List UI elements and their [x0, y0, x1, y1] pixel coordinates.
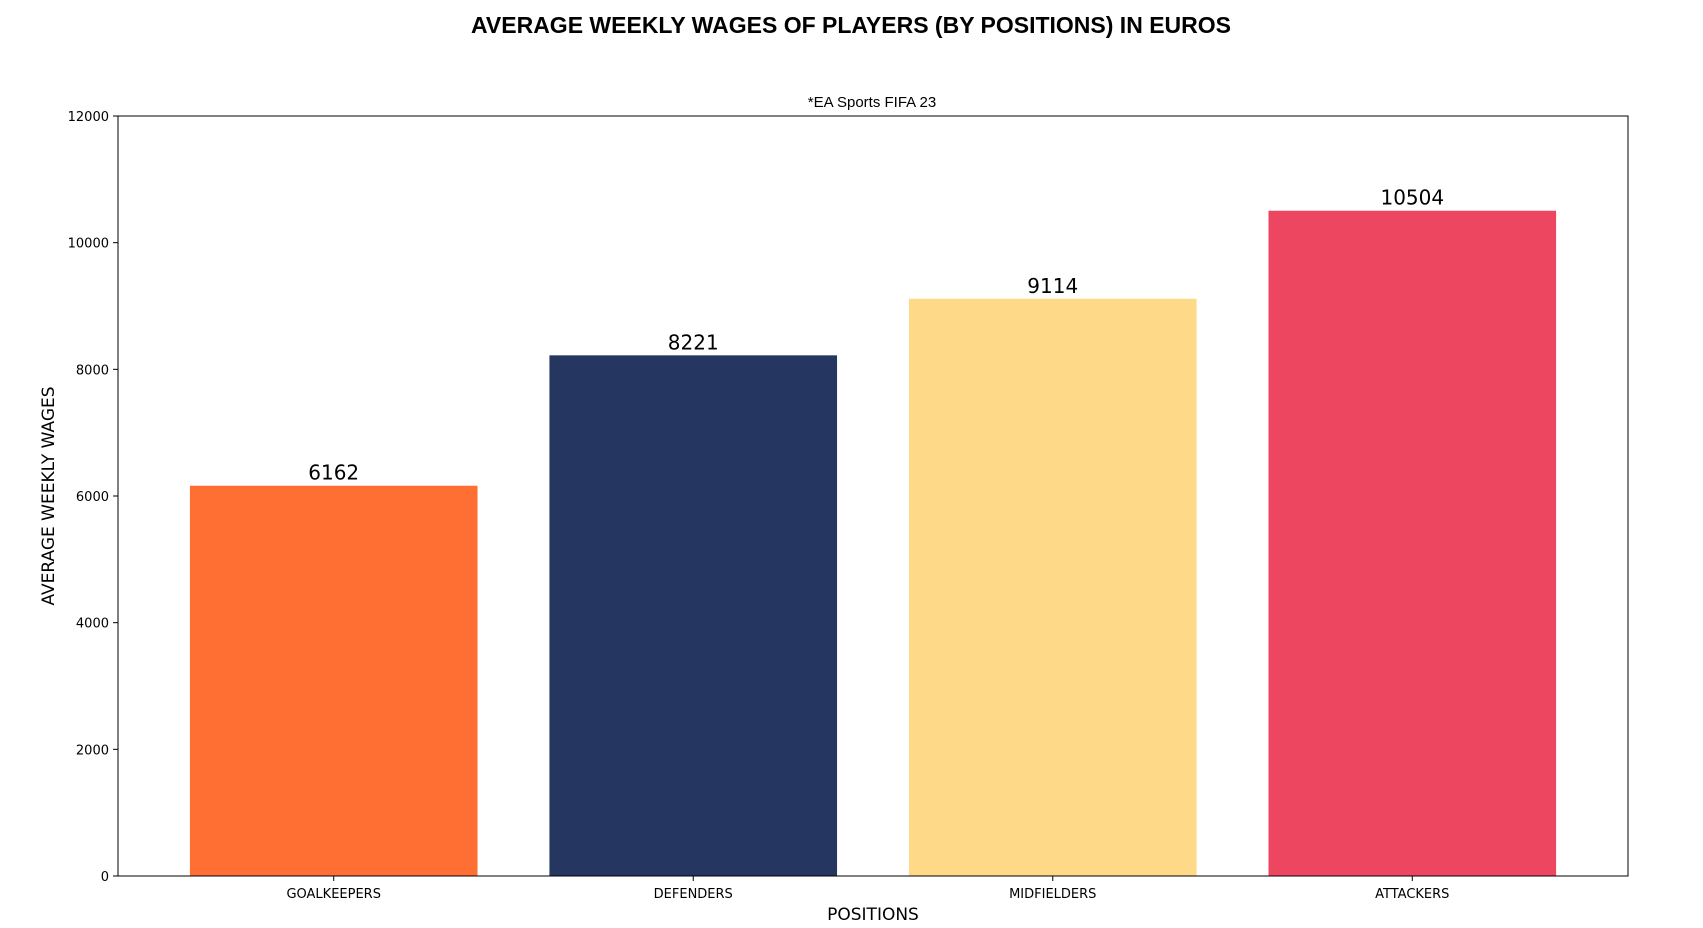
- data-label-midfielders: 9114: [1027, 274, 1078, 298]
- y-tick-label: 10000: [68, 237, 109, 252]
- bar-goalkeepers: [189, 485, 478, 876]
- y-tick-label: 12000: [68, 110, 109, 125]
- bar-attackers: [1268, 210, 1557, 876]
- data-label-goalkeepers: 6162: [308, 461, 359, 485]
- x-tick-label: DEFENDERS: [654, 887, 733, 902]
- y-tick-label: 6000: [76, 490, 109, 505]
- x-tick-label: MIDFIELDERS: [1009, 887, 1096, 902]
- y-axis-label: AVERAGE WEEKLY WAGES: [39, 386, 59, 605]
- data-label-defenders: 8221: [668, 330, 719, 354]
- y-tick-label: 0: [101, 870, 109, 885]
- y-axis: 0 2000 4000 6000 8000 10000 12000: [68, 110, 118, 885]
- plot-frame: [117, 115, 1629, 877]
- x-axis-label: POSITIONS: [827, 905, 919, 925]
- y-tick-label: 8000: [76, 363, 109, 378]
- x-axis: GOALKEEPERS DEFENDERS MIDFIELDERS ATTACKERS: [286, 876, 1449, 902]
- data-labels-group: 6162 8221 9114 10504: [308, 186, 1444, 485]
- x-tick-label: ATTACKERS: [1375, 887, 1449, 902]
- bar-defenders: [549, 355, 838, 876]
- bars-group: [189, 210, 1557, 876]
- y-tick-label: 4000: [76, 617, 109, 632]
- x-tick-label: GOALKEEPERS: [286, 887, 381, 902]
- chart-title: AVERAGE WEEKLY WAGES OF PLAYERS (BY POSI…: [471, 12, 1231, 38]
- data-label-attackers: 10504: [1380, 186, 1444, 210]
- y-tick-label: 2000: [76, 743, 109, 758]
- chart-subtitle: *EA Sports FIFA 23: [808, 94, 936, 111]
- bar-midfielders: [908, 298, 1197, 876]
